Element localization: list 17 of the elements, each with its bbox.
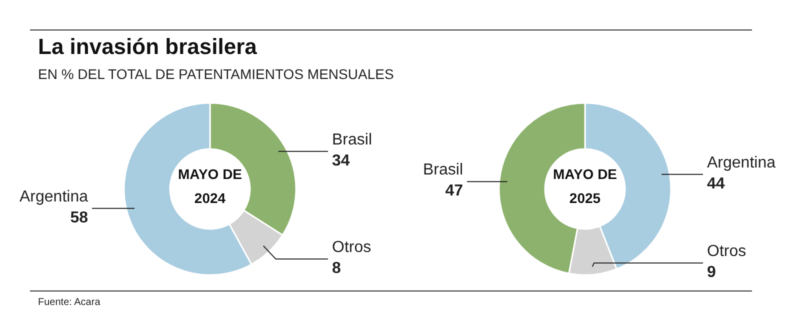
slice-label: Otros	[332, 238, 372, 256]
data-label: 44	[707, 175, 725, 192]
data-label: 58	[70, 209, 88, 226]
slice-label: Brasil	[332, 131, 372, 148]
data-label: 34	[332, 152, 350, 170]
slice-label: Argentina	[20, 188, 88, 206]
source-note: Fuente: Acara	[38, 297, 101, 308]
chart-title: La invasión brasilera	[38, 34, 258, 59]
slice-label: Brasil	[422, 162, 463, 179]
slice-label: Otros	[707, 243, 746, 260]
slice-label: Argentina	[707, 154, 776, 172]
chart-subtitle: EN % DEL TOTAL DE PATENTAMIENTOS MENSUALES	[38, 66, 394, 82]
data-label: 9	[707, 264, 716, 281]
text: MAYO DE 2025	[552, 166, 618, 206]
text: MAYO DE 2024	[178, 166, 242, 206]
data-label: 8	[332, 260, 341, 277]
data-label: 47	[445, 182, 464, 200]
